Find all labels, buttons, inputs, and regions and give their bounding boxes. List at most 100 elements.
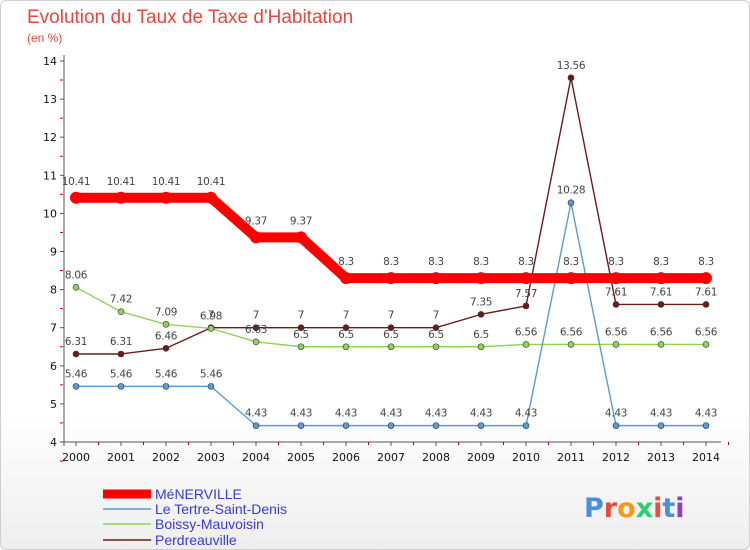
data-point	[250, 231, 262, 244]
data-point	[702, 301, 710, 308]
data-label: 6.56	[650, 326, 673, 338]
data-point	[117, 308, 125, 315]
data-label: 10.41	[62, 176, 91, 188]
x-tick-label: 2002	[152, 451, 180, 464]
data-label: 6.56	[605, 326, 628, 338]
legend-label: Boissy-Mauvoisin	[155, 516, 264, 532]
data-label: 7	[253, 310, 259, 322]
x-tick-label: 2004	[242, 451, 270, 464]
data-label: 8.3	[518, 256, 534, 268]
data-point	[657, 301, 665, 308]
data-label: 8.06	[65, 269, 88, 281]
legend-label: Le Tertre-Saint-Denis	[155, 501, 287, 517]
data-point	[252, 324, 260, 332]
data-label: 4.43	[515, 408, 537, 420]
x-tick-label: 2006	[332, 451, 360, 464]
data-label: 9.37	[290, 215, 312, 227]
data-label: 7.42	[110, 294, 132, 306]
x-tick-label: 2000	[62, 451, 90, 464]
data-point	[567, 199, 575, 207]
data-point	[477, 422, 485, 429]
y-tick-label: 10	[43, 207, 57, 220]
data-label: 8.3	[563, 256, 579, 268]
data-point	[477, 343, 485, 351]
x-tick-label: 2011	[557, 451, 585, 464]
data-label: 8.3	[338, 256, 354, 268]
data-point	[297, 324, 305, 332]
data-point	[162, 320, 170, 328]
proxiti-logo: Proxiti	[584, 493, 685, 524]
data-label: 5.46	[65, 368, 88, 380]
data-point	[612, 301, 620, 308]
data-label: 8.3	[383, 256, 399, 268]
data-label: 6.5	[338, 329, 354, 341]
data-point	[657, 341, 665, 348]
data-label: 8.3	[653, 256, 669, 268]
y-tick-label: 5	[50, 398, 57, 411]
series-1	[72, 199, 710, 429]
y-tick-label: 13	[43, 93, 57, 106]
data-point	[702, 422, 710, 429]
data-label: 5.46	[155, 368, 178, 380]
data-point	[72, 383, 80, 390]
data-label: 10.28	[557, 185, 586, 197]
data-label: 13.56	[557, 60, 586, 72]
x-tick-label: 2007	[377, 451, 405, 464]
data-point	[297, 343, 305, 351]
data-label: 6.31	[65, 336, 87, 348]
data-point	[612, 422, 620, 429]
data-label: 7.61	[605, 286, 627, 298]
data-label: 7.35	[470, 296, 492, 308]
data-point	[162, 383, 170, 390]
data-label: 7.57	[515, 288, 537, 300]
data-point	[610, 272, 622, 285]
data-label: 6.5	[293, 329, 309, 341]
data-label: 6.31	[110, 336, 132, 348]
chart-subtitle: (en %)	[27, 31, 63, 45]
data-label: 6.5	[383, 329, 399, 341]
data-label: 10.41	[152, 176, 181, 188]
data-label: 7.09	[155, 306, 177, 318]
data-label: 7.61	[650, 286, 672, 298]
y-tick-label: 6	[50, 360, 57, 373]
y-tick-label: 4	[50, 436, 57, 449]
data-label: 4.43	[650, 408, 672, 420]
y-tick-label: 9	[50, 246, 57, 259]
x-tick-label: 2008	[422, 451, 450, 464]
data-point	[522, 341, 530, 348]
data-label: 8.3	[698, 256, 714, 268]
y-tick-label: 8	[50, 284, 57, 297]
data-label: 4.43	[425, 408, 447, 420]
data-label: 7	[208, 310, 214, 322]
data-label: 4.43	[605, 408, 627, 420]
x-tick-label: 2003	[197, 451, 225, 464]
data-point	[72, 284, 80, 291]
data-point	[612, 341, 620, 348]
data-label: 7.61	[695, 286, 717, 298]
data-point	[115, 191, 127, 204]
data-label: 7	[388, 310, 394, 322]
x-tick-label: 2012	[602, 451, 630, 464]
data-point	[117, 383, 125, 390]
data-label: 7	[298, 310, 304, 322]
data-point	[387, 324, 395, 332]
series-2	[72, 284, 710, 351]
data-point	[567, 341, 575, 348]
legend-label: Perdreauville	[155, 532, 237, 548]
x-tick-label: 2005	[287, 451, 315, 464]
data-point	[387, 343, 395, 351]
data-label: 6.46	[155, 330, 178, 342]
data-point	[340, 272, 352, 285]
data-point	[565, 272, 577, 285]
legend-label: MéNERVILLE	[155, 486, 242, 502]
data-label: 7	[433, 310, 439, 322]
data-label: 4.43	[335, 408, 357, 420]
data-point	[657, 422, 665, 429]
data-label: 10.41	[197, 176, 226, 188]
data-point	[252, 338, 260, 346]
data-point	[655, 272, 667, 285]
data-point	[430, 272, 442, 285]
x-tick-label: 2001	[107, 451, 135, 464]
data-label: 6.98	[200, 310, 222, 322]
